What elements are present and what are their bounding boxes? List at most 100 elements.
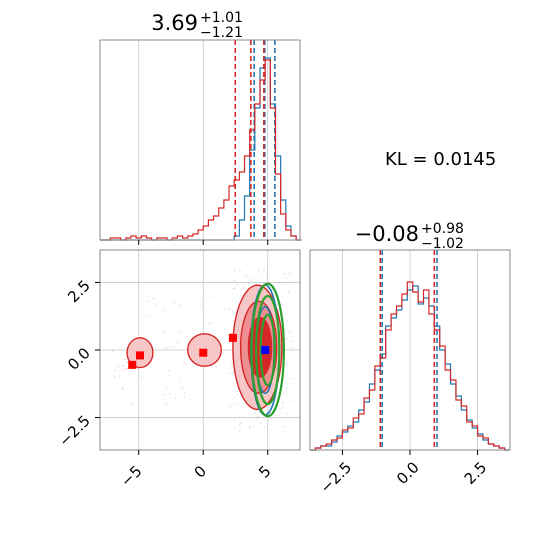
joint-sample-point [146,300,149,303]
joint-sample-point [238,430,241,432]
joint-sample-point [173,301,176,303]
green-contour-level-1 [255,294,281,406]
param1-histogram-series-0 [100,57,302,241]
joint-sample-point [257,415,259,418]
joint-sample-point [250,279,252,282]
joint-sample-point [112,350,114,353]
joint-sample-point [191,326,193,329]
param2-histogram-series-1 [310,281,510,451]
joint-sample-point [256,418,259,420]
joint-sample-point [253,425,255,427]
joint-sample-point [239,270,241,273]
joint-sample-point [152,297,154,300]
joint-sample-point [283,425,285,428]
joint-sample-point [276,408,278,411]
joint-sample-point [279,408,281,410]
joint-sample-point [118,375,121,378]
marginal-histogram-param2: −2.5 0.0 2.5 [309,249,511,497]
joint-sample-point [163,393,165,396]
joint-sample-point [279,315,281,318]
joint-sample-point [289,377,292,380]
joint-sample-point [126,361,129,363]
joint-sample-point [281,401,284,403]
joint-sample-point [231,363,233,366]
joint-sample-point [148,314,150,317]
joint-sample-point [239,424,241,426]
param1-title-plus: +1.01 [200,10,243,26]
param2-title-plus: +0.98 [421,221,464,237]
joint-sample-point [118,365,120,367]
joint-sample-point [288,273,291,275]
param2-x-tick-label: −2.5 [317,458,355,496]
joint-sample-point [283,273,286,275]
joint-sample-point [169,393,171,395]
joint-sample-point [121,387,124,390]
joint-sample-point [122,370,124,372]
joint-sample-point [183,396,186,399]
joint-sample-point [260,421,262,424]
joint-sample-point [285,276,288,279]
joint-sample-point [182,361,185,364]
joint-sample-point [290,346,292,349]
joint-sample-point [164,309,166,312]
joint-sample-point [279,281,281,284]
joint-sample-point [282,406,285,409]
red-square-marker [228,333,237,342]
joint-sample-point [174,397,177,400]
param2-title-minus: −1.02 [421,236,464,252]
joint-contour-plot: −5 0 5 −2.5 0.0 2.5 [55,249,301,490]
joint-sample-point [228,307,231,310]
joint-sample-point [114,369,116,372]
marginal-histogram-param1 [99,39,302,245]
joint-sample-point [123,358,126,361]
joint-sample-point [199,303,202,305]
joint-sample-point [247,283,250,285]
joint-sample-point [165,402,167,405]
joint-sample-point [248,426,251,429]
joint-sample-point [210,322,213,324]
joint-sample-point [289,399,292,402]
joint-sample-point [233,280,235,282]
joint-sample-point [243,286,246,289]
joint-sample-point [125,367,127,370]
green-contour-level-0 [250,282,285,418]
joint-sample-point [113,376,116,379]
joint-sample-point [258,269,260,272]
joint-sample-point [263,269,265,272]
joint-sample-point [254,412,256,415]
param1-histogram-series-1 [100,59,302,241]
joint-sample-point [234,269,236,272]
joint-sample-point [215,366,217,368]
joint-sample-point [233,287,235,290]
joint-sample-point [232,310,234,312]
joint-sample-point [223,308,226,311]
joint-sample-point [131,402,134,405]
joint-sample-point [285,338,288,340]
joint-sample-point [176,341,179,344]
joint-x-tick-label: 0 [191,462,210,481]
joint-sample-point [264,426,266,428]
joint-sample-point [270,417,273,420]
param2-x-tick-label: 0.0 [393,458,423,488]
joint-sample-point [286,320,289,322]
joint-sample-point [236,301,238,304]
joint-y-tick-label: −2.5 [55,412,93,450]
joint-sample-point [285,313,287,315]
joint-sample-point [290,331,292,334]
joint-sample-point [178,304,180,307]
joint-sample-point [233,396,236,398]
joint-sample-point [237,393,239,396]
joint-sample-point [184,392,186,395]
joint-sample-point [165,347,168,350]
joint-sample-point [165,386,168,388]
joint-sample-point [286,387,288,389]
param1-title-minus: −1.21 [200,25,243,41]
joint-sample-point [257,273,260,276]
joint-sample-point [233,403,236,406]
joint-sample-point [162,330,164,333]
joint-sample-point [287,329,290,332]
param1-title-value: 3.69 [151,11,198,35]
joint-sample-point [181,387,183,390]
joint-sample-point [239,422,242,424]
param2-title-value: −0.08 [355,222,419,246]
